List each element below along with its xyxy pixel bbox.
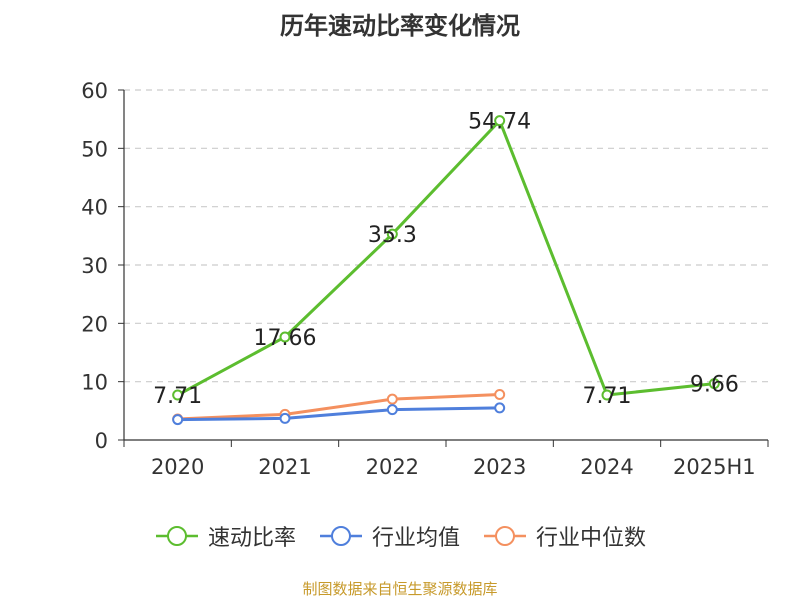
- series-line: [176, 119, 715, 397]
- x-tick-label: 2025H1: [673, 455, 756, 479]
- data-label: 7.71: [153, 384, 202, 409]
- legend-label: 行业均值: [371, 526, 460, 551]
- legend-label: 速动比率: [207, 526, 296, 551]
- data-point: [601, 389, 613, 401]
- data-label: 17.66: [254, 326, 317, 351]
- data-point: [279, 331, 291, 343]
- data-point: [386, 404, 398, 416]
- y-tick-label: 20: [81, 312, 108, 336]
- data-point: [386, 393, 398, 405]
- legend-item-industry-median[interactable]: 行业中位数: [482, 520, 646, 552]
- y-tick-label: 60: [81, 79, 108, 103]
- series-line: [177, 406, 500, 422]
- x-tick-label: 2023: [473, 455, 526, 479]
- y-tick-label: 40: [81, 196, 108, 220]
- x-tick-label: 2021: [258, 455, 311, 479]
- data-point: [279, 412, 291, 424]
- legend-item-quick-ratio[interactable]: 速动比率: [154, 520, 296, 552]
- data-label: 7.71: [583, 384, 632, 409]
- data-label: 9.66: [690, 373, 739, 398]
- chart-title: 历年速动比率变化情况: [280, 12, 520, 40]
- legend-line-marker-icon: [155, 526, 198, 546]
- series-line: [177, 393, 500, 421]
- data-point: [494, 402, 506, 414]
- y-tick-label: 0: [95, 429, 108, 453]
- data-label: 35.3: [368, 223, 417, 248]
- legend-item-industry-mean[interactable]: 行业均值: [318, 520, 460, 552]
- y-tick-label: 50: [81, 137, 108, 161]
- data-point: [494, 389, 506, 400]
- x-tick-label: 2020: [151, 455, 204, 479]
- data-point: [386, 228, 398, 240]
- data-point: [172, 389, 184, 401]
- y-tick-label: 10: [81, 371, 108, 395]
- legend-label: 行业中位数: [536, 526, 647, 551]
- data-source-note: 制图数据来自恒生聚源数据库: [302, 580, 498, 598]
- data-label: 54.74: [468, 110, 531, 135]
- legend-line-marker-icon: [484, 526, 526, 546]
- legend-line-marker-icon: [319, 526, 362, 546]
- x-tick-label: 2024: [580, 455, 633, 479]
- x-tick-label: 2022: [366, 455, 419, 479]
- data-point: [708, 378, 720, 390]
- data-point: [172, 414, 184, 426]
- y-tick-label: 30: [81, 254, 108, 278]
- legend: 速动比率 行业均值 行业中位数: [0, 520, 800, 552]
- data-point: [494, 115, 506, 127]
